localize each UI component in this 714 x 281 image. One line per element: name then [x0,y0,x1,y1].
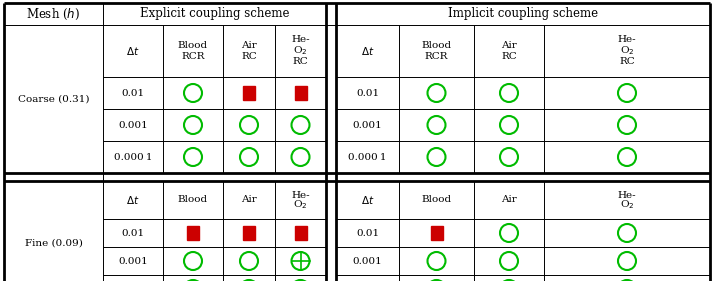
Text: He-: He- [291,191,310,200]
Text: 0.000 1: 0.000 1 [114,153,152,162]
Text: 0.01: 0.01 [121,228,144,237]
Text: $\Delta t$: $\Delta t$ [126,194,140,206]
Text: 0.01: 0.01 [356,89,379,98]
Bar [187,226,199,240]
Text: RC: RC [293,58,308,67]
Text: Air: Air [241,196,257,205]
Text: Mesh ($h$): Mesh ($h$) [26,6,81,22]
Text: 0.01: 0.01 [356,228,379,237]
Text: O$_2$: O$_2$ [620,45,634,57]
Text: Fine (0.09): Fine (0.09) [24,239,82,248]
Text: 0.01: 0.01 [121,89,144,98]
Text: Air
RC: Air RC [241,41,257,61]
Bar [243,86,255,100]
Text: $\Delta t$: $\Delta t$ [361,194,374,206]
Text: $\Delta t$: $\Delta t$ [126,45,140,57]
Text: 0.000 1: 0.000 1 [348,153,387,162]
Text: He-: He- [291,35,310,44]
Text: 0.001: 0.001 [118,257,148,266]
Bar [431,226,443,240]
Text: 0.001: 0.001 [353,257,383,266]
Text: Air
RC: Air RC [501,41,517,61]
Text: He-: He- [618,35,636,44]
Text: Coarse (0.31): Coarse (0.31) [18,94,89,103]
Text: He-: He- [618,191,636,200]
Text: O$_2$: O$_2$ [293,45,308,57]
Text: Blood
RCR: Blood RCR [178,41,208,61]
Text: Blood: Blood [421,196,451,205]
Text: 0.001: 0.001 [118,121,148,130]
Text: Blood: Blood [178,196,208,205]
Text: Blood
RCR: Blood RCR [421,41,451,61]
Bar [294,86,306,100]
Text: 0.001: 0.001 [353,121,383,130]
Text: Air: Air [501,196,517,205]
Text: Explicit coupling scheme: Explicit coupling scheme [140,8,289,21]
Bar [294,226,306,240]
Text: Implicit coupling scheme: Implicit coupling scheme [448,8,598,21]
Text: O$_2$: O$_2$ [620,199,634,211]
Bar [243,226,255,240]
Text: RC: RC [619,58,635,67]
Text: O$_2$: O$_2$ [293,199,308,211]
Text: $\Delta t$: $\Delta t$ [361,45,374,57]
